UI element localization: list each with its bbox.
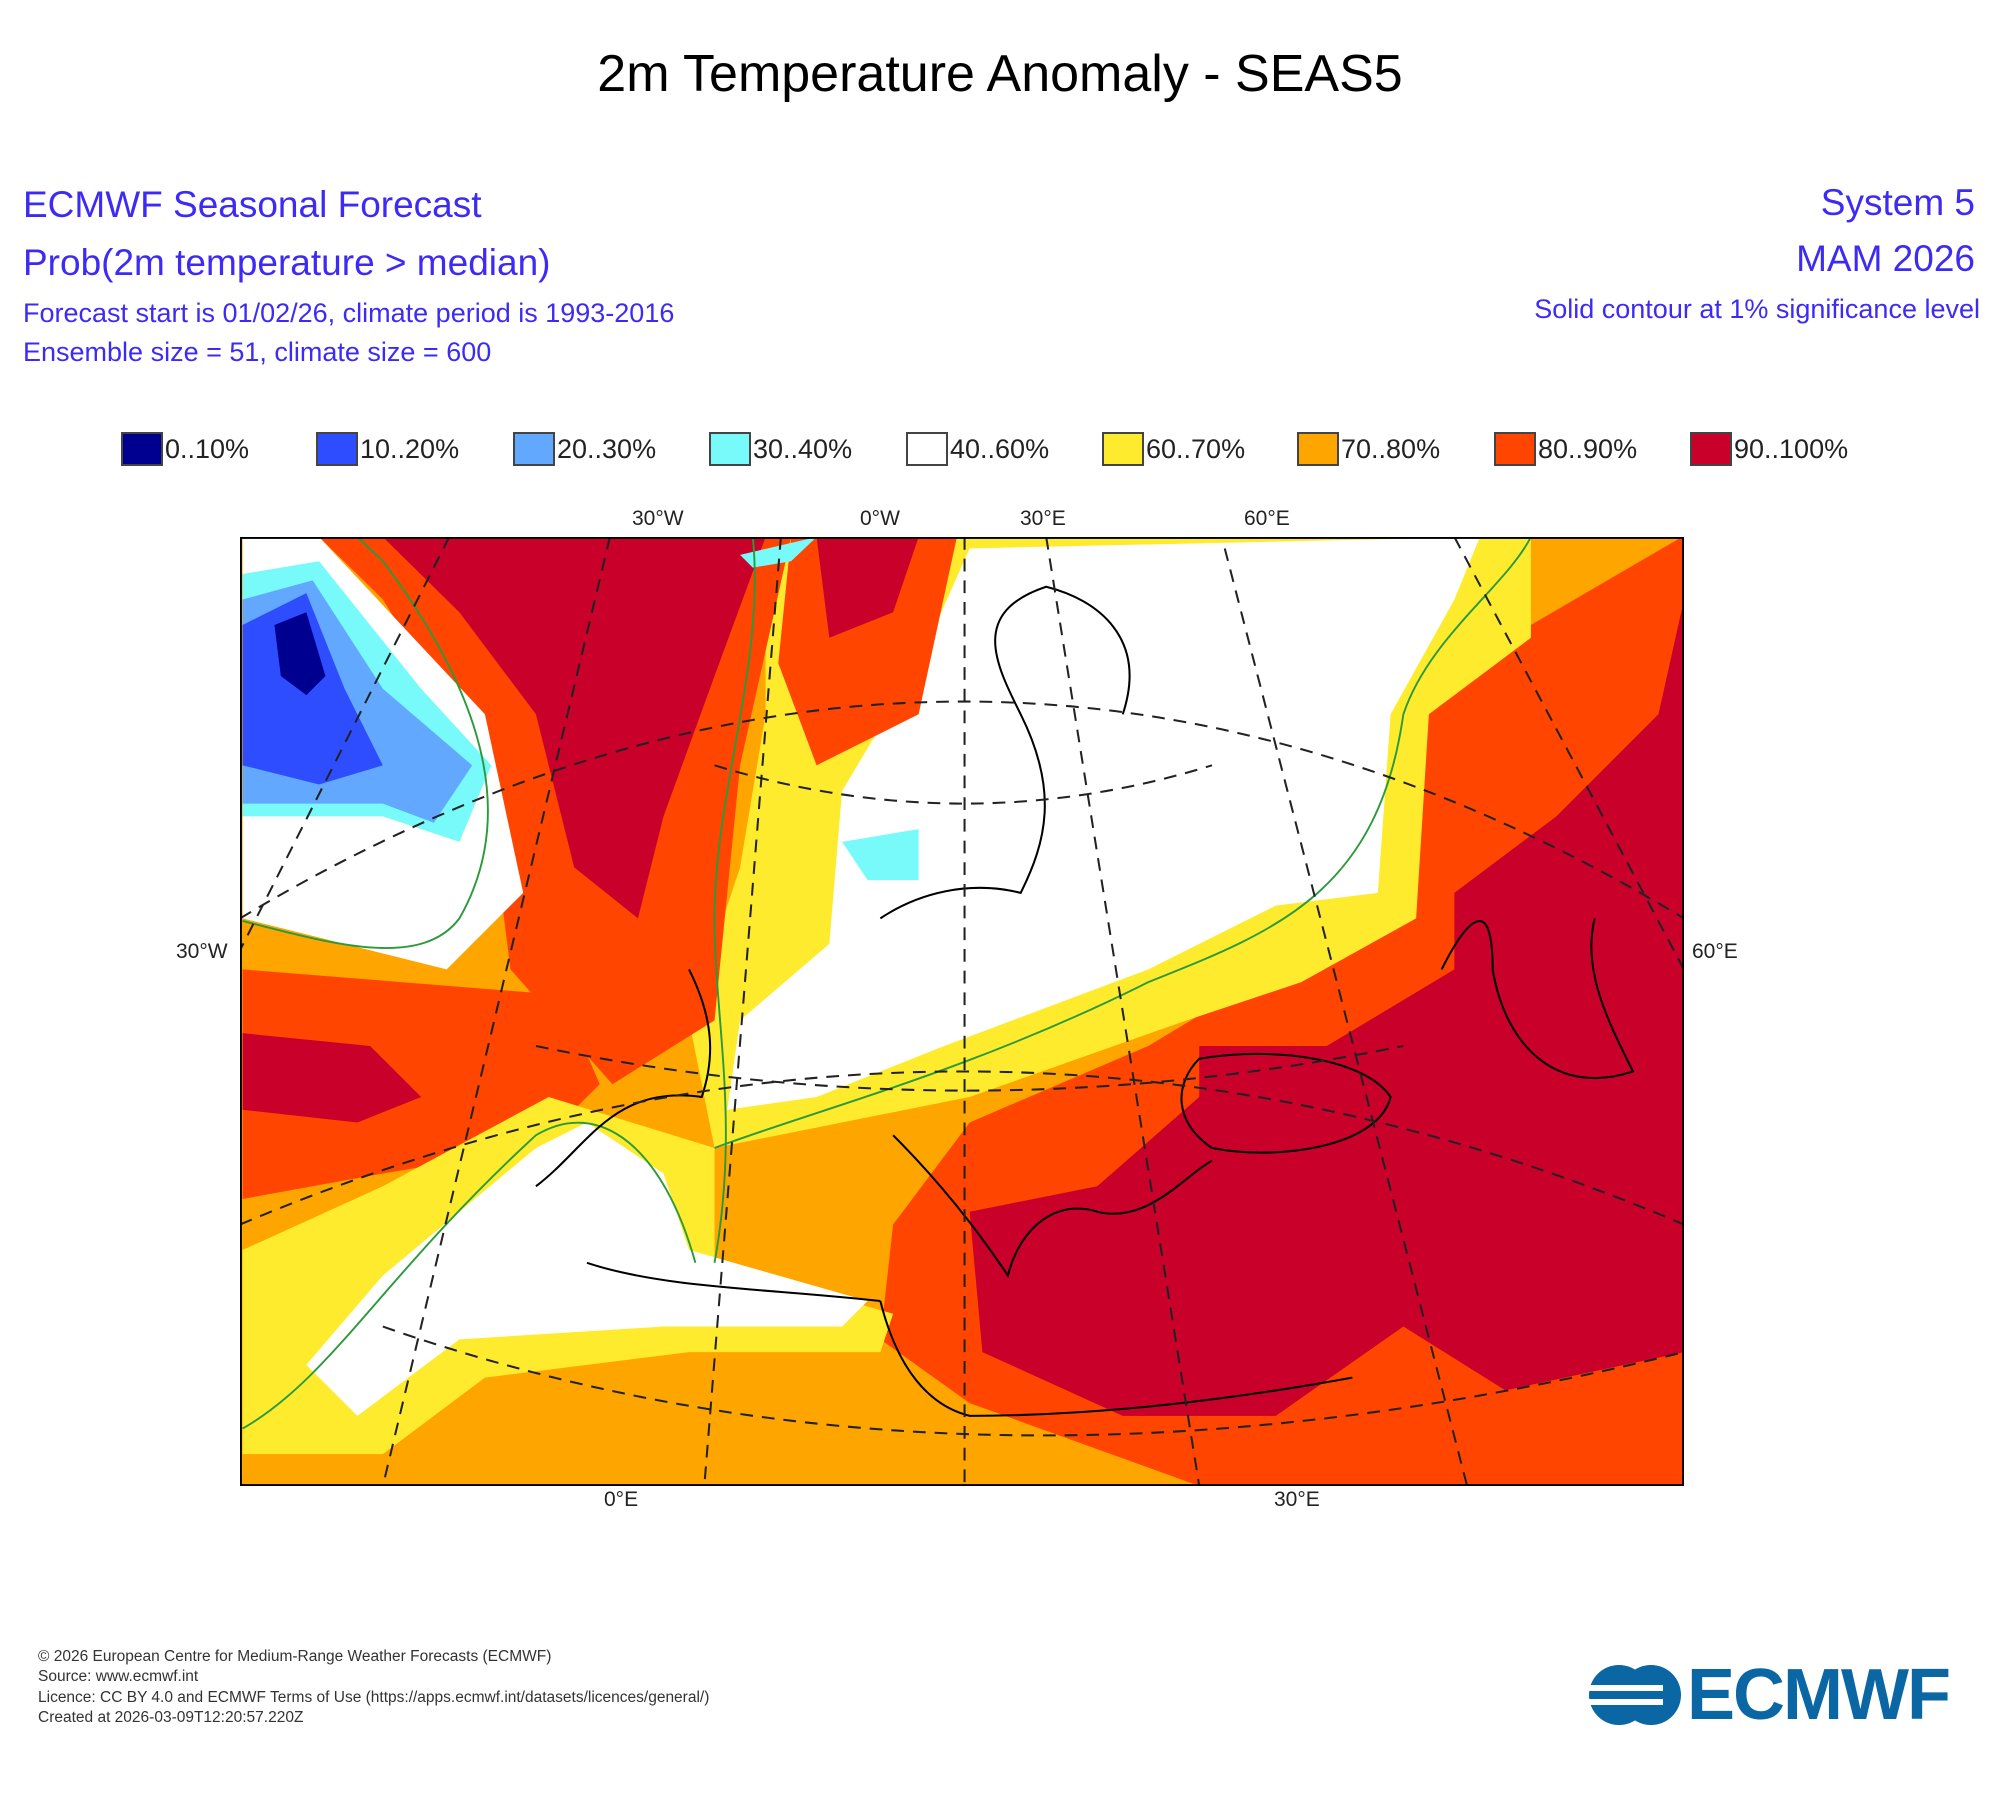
region-90-100-east — [969, 599, 1684, 1416]
region-90-100-atlantic — [242, 1033, 422, 1123]
legend-item: 30..40% — [709, 431, 852, 467]
legend-label: 80..90% — [1538, 433, 1638, 464]
ecmwf-logo-icon — [1589, 1665, 1681, 1725]
header-forecast-name: ECMWF Seasonal Forecast — [23, 184, 482, 225]
header-significance: Solid contour at 1% significance level — [1534, 294, 1980, 324]
legend-swatch — [906, 432, 948, 466]
lon-label-top: 60°E — [1244, 507, 1290, 530]
header-system: System 5 — [1820, 182, 1975, 223]
lon-label-top: 0°W — [860, 507, 900, 530]
legend-swatch — [513, 432, 555, 466]
lon-label-left: 30°W — [176, 940, 228, 963]
header-variable: Prob(2m temperature > median) — [23, 242, 551, 283]
lon-label-top: 30°E — [1020, 507, 1066, 530]
legend-item: 0..10% — [121, 431, 249, 467]
graticule — [240, 537, 1684, 1486]
legend-item: 80..90% — [1494, 431, 1637, 467]
legend-label: 60..70% — [1146, 433, 1246, 464]
footer-source: Source: www.ecmwf.int — [38, 1668, 199, 1685]
legend-label: 20..30% — [557, 433, 657, 464]
legend-item: 10..20% — [316, 431, 459, 467]
legend-swatch — [1690, 432, 1732, 466]
region-30-40-central — [842, 829, 919, 881]
legend-label: 10..20% — [360, 433, 460, 464]
legend-item: 20..30% — [513, 431, 656, 467]
region-90-100-north — [816, 537, 919, 638]
lon-label-bottom: 30°E — [1274, 1488, 1320, 1511]
ecmwf-logo: ECMWF — [1589, 1654, 1951, 1736]
region-0-10-nw — [274, 612, 326, 696]
legend-label: 0..10% — [165, 433, 250, 464]
region-30-40-north — [740, 537, 817, 568]
lon-label-top: 30°W — [632, 507, 684, 530]
legend-swatch — [1297, 432, 1339, 466]
legend-swatch — [1102, 432, 1144, 466]
significance-contours — [242, 537, 1532, 1430]
legend-item: 90..100% — [1690, 431, 1848, 467]
lon-label-bottom: 0°E — [604, 1488, 639, 1511]
legend-label: 90..100% — [1734, 433, 1849, 464]
legend-label: 70..80% — [1341, 433, 1441, 464]
header-forecast-start: Forecast start is 01/02/26, climate peri… — [23, 298, 675, 328]
footer-licence: Licence: CC BY 4.0 and ECMWF Terms of Us… — [38, 1689, 710, 1706]
region-40-60-southwest — [306, 1122, 868, 1416]
footer-created: Created at 2026-03-09T12:20:57.220Z — [38, 1709, 304, 1726]
legend-item: 40..60% — [906, 431, 1049, 467]
footer-copyright: © 2026 European Centre for Medium-Range … — [38, 1648, 552, 1665]
legend-label: 40..60% — [950, 433, 1050, 464]
legend-swatch — [1494, 432, 1536, 466]
coastlines — [535, 585, 1635, 1417]
legend-label: 30..40% — [753, 433, 853, 464]
legend-swatch — [709, 432, 751, 466]
legend-item: 70..80% — [1297, 431, 1440, 467]
region-80-90-north — [778, 537, 957, 766]
region-90-100-nw — [382, 537, 766, 919]
chart-title: 2m Temperature Anomaly - SEAS5 — [597, 45, 1403, 103]
header-season: MAM 2026 — [1796, 238, 1975, 279]
legend-swatch — [316, 432, 358, 466]
lon-label-right: 60°E — [1692, 940, 1738, 963]
ecmwf-logo-text: ECMWF — [1687, 1655, 1951, 1735]
legend-item: 60..70% — [1102, 431, 1245, 467]
probability-map — [240, 537, 1684, 1486]
legend-swatch — [121, 432, 163, 466]
header-ensemble-size: Ensemble size = 51, climate size = 600 — [23, 337, 492, 367]
